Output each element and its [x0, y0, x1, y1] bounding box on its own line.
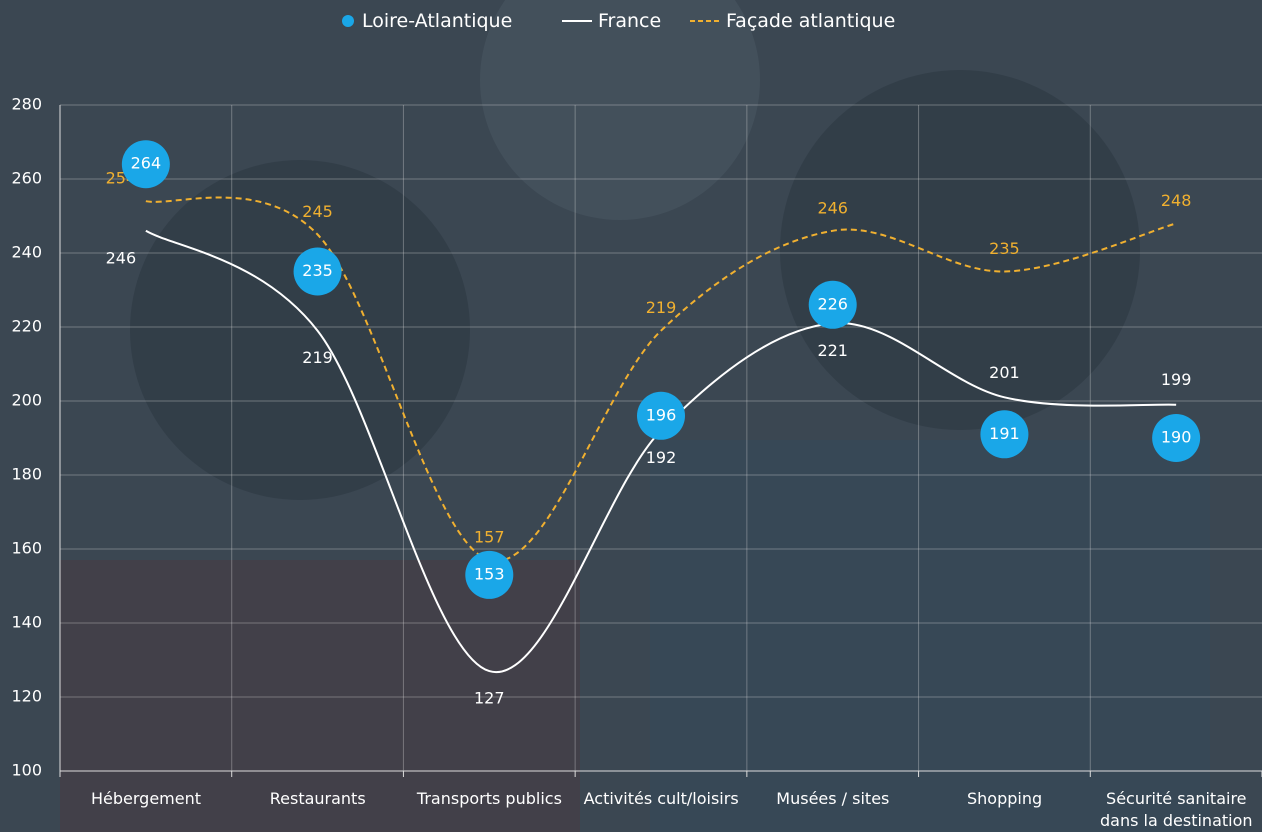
- y-tick-label: 240: [11, 243, 42, 262]
- y-tick-label: 180: [11, 465, 42, 484]
- data-label: 127: [474, 689, 505, 708]
- y-tick-label: 160: [11, 539, 42, 558]
- y-tick-label: 280: [11, 95, 42, 114]
- data-label: 245: [302, 202, 333, 221]
- data-label: 190: [1161, 428, 1192, 447]
- data-label: 196: [646, 405, 677, 424]
- legend-item: France: [560, 10, 661, 32]
- data-label: 235: [989, 239, 1020, 258]
- y-tick-label: 120: [11, 687, 42, 706]
- chart: 100 120 140 160 180 200 220 240 260 280 246 219 127 1…: [0, 0, 1262, 832]
- data-label: 235: [302, 261, 333, 280]
- legend-label: France: [598, 10, 661, 32]
- data-label: 264: [131, 154, 162, 173]
- line-series: [146, 197, 1176, 561]
- x-tick-label: Restaurants: [232, 788, 404, 810]
- legend-item: Loire-Atlantique: [338, 10, 512, 32]
- plot: 100 120 140 160 180 200 220 240 260 280 246 219 127 1…: [0, 0, 1262, 832]
- data-label: 191: [989, 424, 1020, 443]
- y-tick-label: 140: [11, 613, 42, 632]
- x-tick-label: Transports publics: [403, 788, 575, 810]
- y-tick-label: 100: [11, 761, 42, 780]
- data-label: 192: [646, 448, 677, 467]
- data-label: 226: [817, 294, 848, 313]
- data-label: 201: [989, 363, 1020, 382]
- legend-item: Façade atlantique: [688, 10, 895, 32]
- data-label: 246: [106, 248, 137, 267]
- legend-icon: [338, 11, 358, 31]
- data-label: 199: [1161, 370, 1192, 389]
- legend-label: Loire-Atlantique: [362, 10, 512, 32]
- x-tick-label: Sécurité sanitaire dans la destination: [1090, 788, 1262, 832]
- data-label: 157: [474, 528, 505, 547]
- legend-icon: [560, 11, 594, 31]
- x-tick-label: Musées / sites: [747, 788, 919, 810]
- y-tick-label: 220: [11, 317, 42, 336]
- y-tick-label: 260: [11, 169, 42, 188]
- x-tick-label: Activités cult/loisirs: [575, 788, 747, 810]
- data-label: 153: [474, 564, 505, 583]
- data-label: 221: [817, 341, 848, 360]
- legend-marker: [342, 15, 354, 27]
- y-tick-label: 200: [11, 391, 42, 410]
- legend-label: Façade atlantique: [726, 10, 895, 32]
- x-tick-label: Hébergement: [60, 788, 232, 810]
- x-tick-label: Shopping: [919, 788, 1091, 810]
- data-label: 219: [302, 348, 333, 367]
- legend-icon: [688, 11, 722, 31]
- data-label: 246: [817, 198, 848, 217]
- data-label: 219: [646, 298, 677, 317]
- data-label: 248: [1161, 191, 1192, 210]
